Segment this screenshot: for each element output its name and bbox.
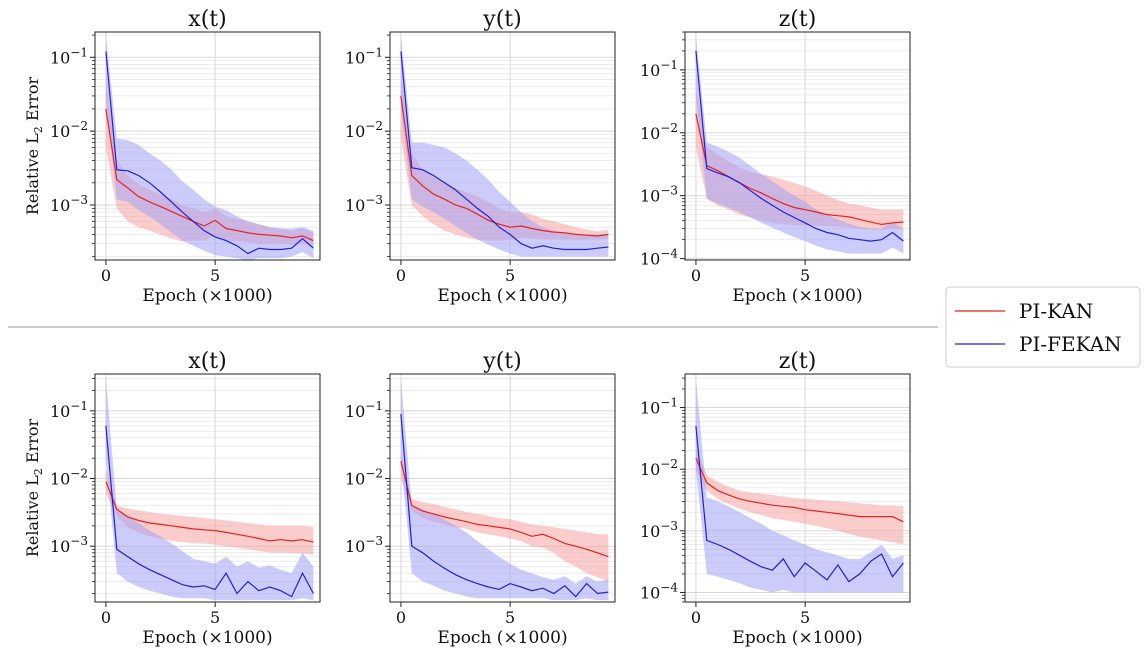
band-pi-fekan bbox=[105, 378, 314, 601]
series-line-pi-fekan bbox=[105, 425, 314, 598]
y-tick-label: 10−3 bbox=[50, 534, 88, 556]
y-tick-label: 10−4 bbox=[640, 247, 678, 269]
x-tick-label: 0 bbox=[396, 266, 406, 285]
x-axis-label: Epoch (×1000) bbox=[142, 286, 272, 306]
band-pi-fekan bbox=[695, 35, 904, 254]
subplot-grid: 10−3 10−2 10−1 0 5 x(t) Epoch (×1000) Relative … bbox=[23, 7, 911, 648]
y-tick-label: 10−2 bbox=[50, 119, 88, 141]
subplot-title: x(t) bbox=[188, 7, 226, 32]
subplot-4: 10−3 10−2 10−1 0 5 y(t) Epoch (×1000) bbox=[345, 349, 616, 648]
axes-frame bbox=[94, 373, 321, 603]
x-tick-label: 5 bbox=[800, 608, 810, 627]
series-line-pi-kan bbox=[695, 458, 904, 523]
subplot-1: 10−3 10−2 10−1 0 5 y(t) Epoch (×1000) bbox=[345, 7, 616, 306]
y-tick-label: 10−3 bbox=[640, 184, 678, 206]
band-pi-kan bbox=[695, 448, 904, 545]
y-tick-label: 10−2 bbox=[640, 121, 678, 143]
series-line-pi-fekan bbox=[105, 51, 314, 255]
y-tick-label: 10−1 bbox=[345, 399, 383, 421]
axes-frame bbox=[389, 31, 616, 261]
y-tick-label: 10−1 bbox=[50, 45, 88, 67]
y-tick-label: 10−1 bbox=[640, 58, 678, 80]
y-tick-label: 10−2 bbox=[345, 119, 383, 141]
x-axis-label: Epoch (×1000) bbox=[142, 628, 272, 648]
x-axis-label: Epoch (×1000) bbox=[732, 286, 862, 306]
band-pi-fekan bbox=[695, 378, 904, 593]
plot-area bbox=[695, 35, 904, 254]
legend: PI-KAN PI-FEKAN bbox=[945, 286, 1141, 368]
y-tick-label: 10−1 bbox=[50, 399, 88, 421]
y-tick-label: 10−3 bbox=[345, 534, 383, 556]
x-axis-label: Epoch (×1000) bbox=[437, 286, 567, 306]
subplot-3: 10−3 10−2 10−1 0 5 x(t) Epoch (×1000) Relative … bbox=[23, 349, 321, 648]
series-line-pi-fekan bbox=[400, 51, 609, 251]
series-line-pi-kan bbox=[105, 108, 314, 242]
band-pi-kan bbox=[105, 468, 314, 555]
x-tick-label: 0 bbox=[101, 608, 111, 627]
series-line-pi-kan bbox=[400, 461, 609, 558]
subplot-2: 10−4 10−3 10−2 10−1 0 5 z(t) Epoch (×1000) bbox=[640, 7, 911, 306]
plot-area bbox=[105, 378, 314, 601]
subplot-title: x(t) bbox=[188, 349, 226, 374]
x-tick-label: 0 bbox=[101, 266, 111, 285]
x-axis-label: Epoch (×1000) bbox=[732, 628, 862, 648]
plot-area bbox=[695, 378, 904, 593]
axes-frame bbox=[94, 31, 321, 261]
y-tick-label: 10−2 bbox=[50, 467, 88, 489]
subplot-title: z(t) bbox=[779, 7, 817, 32]
y-tick-label: 10−1 bbox=[345, 45, 383, 67]
plot-area bbox=[400, 378, 609, 601]
x-tick-label: 0 bbox=[396, 608, 406, 627]
y-tick-label: 10−3 bbox=[50, 193, 88, 215]
y-tick-label: 10−3 bbox=[345, 193, 383, 215]
subplot-title: y(t) bbox=[482, 349, 521, 374]
legend-label-pi-kan: PI-KAN bbox=[1019, 299, 1093, 323]
subplot-title: z(t) bbox=[779, 349, 817, 374]
series-line-pi-fekan bbox=[695, 426, 904, 583]
y-axis-label: Relative L2 Error bbox=[23, 77, 45, 216]
y-tick-label: 10−4 bbox=[640, 580, 678, 602]
x-tick-label: 0 bbox=[691, 266, 701, 285]
y-tick-label: 10−3 bbox=[640, 519, 678, 541]
x-tick-label: 5 bbox=[505, 266, 515, 285]
band-pi-fekan bbox=[400, 35, 609, 257]
legend-label-pi-fekan: PI-FEKAN bbox=[1019, 332, 1122, 356]
y-tick-label: 10−2 bbox=[640, 457, 678, 479]
x-tick-label: 5 bbox=[210, 608, 220, 627]
series-line-pi-kan bbox=[105, 481, 314, 543]
x-tick-label: 0 bbox=[691, 608, 701, 627]
axes-frame bbox=[684, 31, 911, 261]
y-tick-label: 10−2 bbox=[345, 467, 383, 489]
band-pi-kan bbox=[400, 451, 609, 582]
subplot-title: y(t) bbox=[482, 7, 521, 32]
plot-area bbox=[105, 35, 314, 260]
series-line-pi-fekan bbox=[400, 413, 609, 598]
x-tick-label: 5 bbox=[505, 608, 515, 627]
band-pi-fekan bbox=[105, 35, 314, 260]
series-line-pi-kan bbox=[400, 95, 609, 237]
plot-area bbox=[400, 35, 609, 257]
axes-frame bbox=[389, 373, 616, 603]
x-tick-label: 5 bbox=[210, 266, 220, 285]
y-axis-label: Relative L2 Error bbox=[23, 419, 45, 558]
x-tick-label: 5 bbox=[800, 266, 810, 285]
legend-frame bbox=[945, 286, 1141, 368]
y-tick-label: 10−1 bbox=[640, 396, 678, 418]
band-pi-fekan bbox=[400, 378, 609, 601]
series-line-pi-fekan bbox=[695, 50, 904, 242]
subplot-5: 10−4 10−3 10−2 10−1 0 5 z(t) Epoch (×1000) bbox=[640, 349, 911, 648]
x-axis-label: Epoch (×1000) bbox=[437, 628, 567, 648]
subplot-0: 10−3 10−2 10−1 0 5 x(t) Epoch (×1000) Relative … bbox=[23, 7, 321, 306]
